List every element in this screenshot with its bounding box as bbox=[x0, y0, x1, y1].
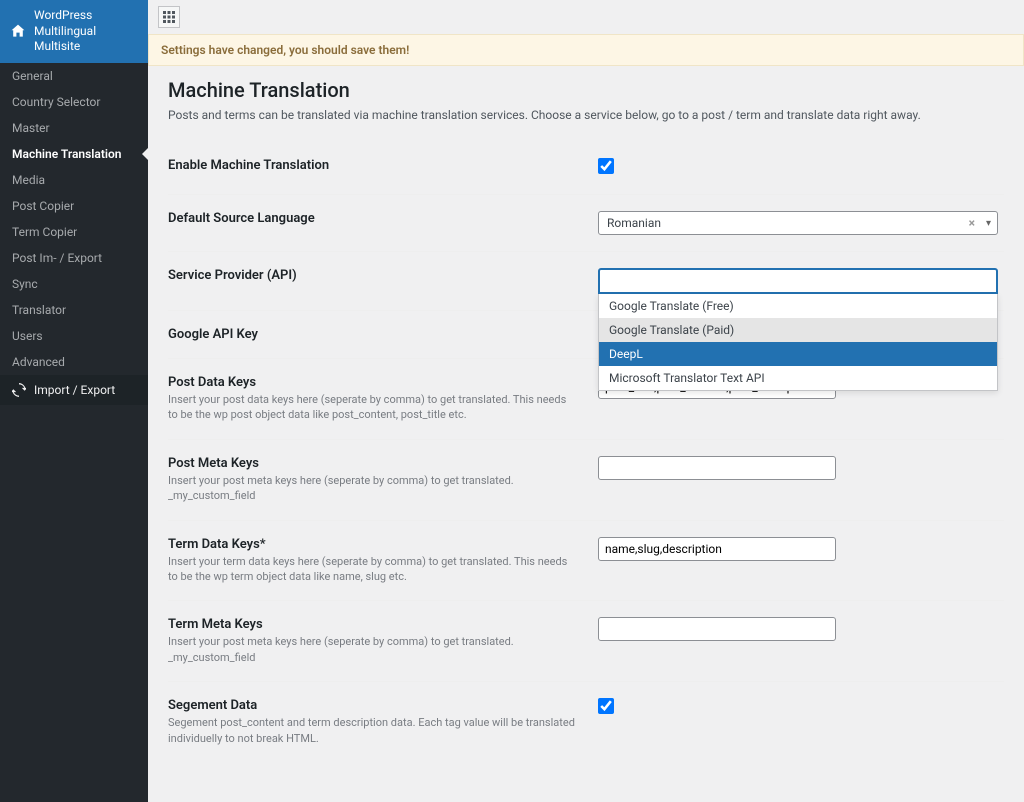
clear-icon[interactable]: × bbox=[969, 216, 975, 230]
sidebar-item-master[interactable]: Master bbox=[0, 115, 148, 141]
import-export-label: Import / Export bbox=[34, 383, 115, 397]
post-data-keys-label: Post Data Keys bbox=[168, 375, 578, 390]
sidebar-item-post-im-export[interactable]: Post Im- / Export bbox=[0, 245, 148, 271]
source-lang-label: Default Source Language bbox=[168, 211, 578, 226]
sidebar-item-sync[interactable]: Sync bbox=[0, 271, 148, 297]
provider-option[interactable]: Microsoft Translator Text API bbox=[599, 366, 997, 390]
post-meta-keys-desc: Insert your post meta keys here (seperat… bbox=[168, 473, 578, 504]
google-key-label: Google API Key bbox=[168, 327, 578, 342]
sidebar-title: WordPress Multilingual Multisite bbox=[34, 8, 138, 55]
sidebar-item-import-export[interactable]: Import / Export bbox=[0, 375, 148, 405]
segment-checkbox[interactable] bbox=[598, 698, 614, 714]
post-data-keys-desc: Insert your post data keys here (seperat… bbox=[168, 392, 578, 423]
term-data-keys-input[interactable] bbox=[598, 537, 836, 561]
save-notice: Settings have changed, you should save t… bbox=[148, 34, 1024, 66]
provider-option[interactable]: Google Translate (Free) bbox=[599, 294, 997, 318]
sidebar-item-general[interactable]: General bbox=[0, 63, 148, 89]
sync-icon bbox=[12, 383, 26, 397]
sidebar-item-country-selector[interactable]: Country Selector bbox=[0, 89, 148, 115]
sidebar-item-advanced[interactable]: Advanced bbox=[0, 349, 148, 375]
provider-input[interactable] bbox=[598, 268, 998, 294]
provider-dropdown: Google Translate (Free)Google Translate … bbox=[598, 294, 998, 391]
term-data-keys-desc: Insert your term data keys here (seperat… bbox=[168, 554, 578, 585]
source-lang-value: Romanian bbox=[607, 216, 661, 230]
sidebar: WordPress Multilingual Multisite General… bbox=[0, 0, 148, 802]
provider-option[interactable]: DeepL bbox=[599, 342, 997, 366]
provider-label: Service Provider (API) bbox=[168, 268, 578, 283]
post-meta-keys-input[interactable] bbox=[598, 456, 836, 480]
sidebar-item-translator[interactable]: Translator bbox=[0, 297, 148, 323]
main: Settings have changed, you should save t… bbox=[148, 0, 1024, 802]
segment-label: Segement Data bbox=[168, 698, 578, 713]
sidebar-item-post-copier[interactable]: Post Copier bbox=[0, 193, 148, 219]
page-description: Posts and terms can be translated via ma… bbox=[168, 108, 1004, 122]
term-meta-keys-input[interactable] bbox=[598, 617, 836, 641]
sidebar-item-term-copier[interactable]: Term Copier bbox=[0, 219, 148, 245]
page-title: Machine Translation bbox=[168, 78, 1004, 102]
enable-label: Enable Machine Translation bbox=[168, 158, 578, 173]
sidebar-header[interactable]: WordPress Multilingual Multisite bbox=[0, 0, 148, 63]
grid-icon bbox=[163, 11, 175, 23]
home-icon bbox=[10, 23, 26, 39]
sidebar-item-users[interactable]: Users bbox=[0, 323, 148, 349]
term-meta-keys-label: Term Meta Keys bbox=[168, 617, 578, 632]
sidebar-item-machine-translation[interactable]: Machine Translation bbox=[0, 141, 148, 167]
term-meta-keys-desc: Insert your post meta keys here (seperat… bbox=[168, 634, 578, 665]
topbar bbox=[148, 0, 1024, 34]
enable-checkbox[interactable] bbox=[598, 158, 614, 174]
segment-desc: Segement post_content and term descripti… bbox=[168, 715, 578, 746]
toolbar-button[interactable] bbox=[158, 6, 180, 28]
sidebar-item-media[interactable]: Media bbox=[0, 167, 148, 193]
term-data-keys-label: Term Data Keys* bbox=[168, 537, 578, 552]
source-lang-select[interactable]: Romanian × ▾ bbox=[598, 211, 998, 235]
post-meta-keys-label: Post Meta Keys bbox=[168, 456, 578, 471]
chevron-down-icon: ▾ bbox=[986, 218, 991, 229]
provider-option[interactable]: Google Translate (Paid) bbox=[599, 318, 997, 342]
content: Machine Translation Posts and terms can … bbox=[148, 78, 1024, 802]
